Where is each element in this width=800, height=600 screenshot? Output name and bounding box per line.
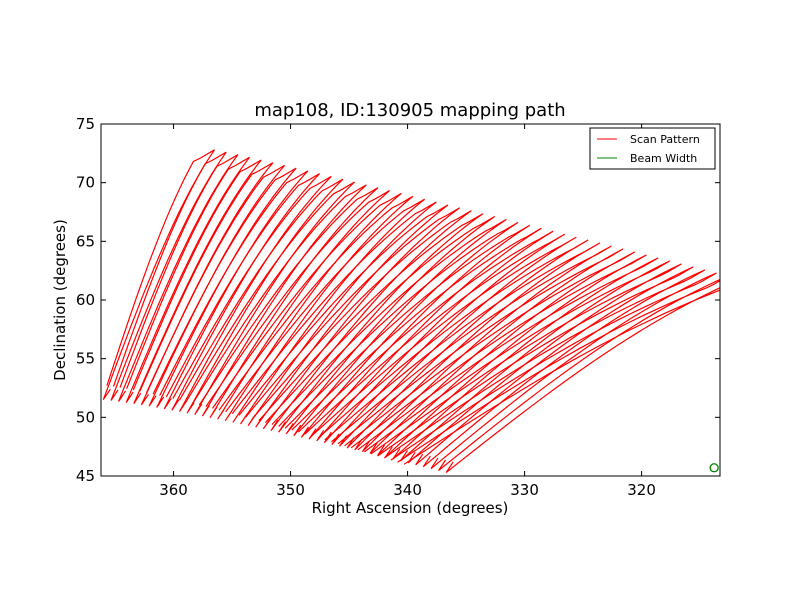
scan-line <box>317 239 589 449</box>
scan-line <box>271 218 507 437</box>
x-tick-label: 330 <box>510 481 539 499</box>
scan-line <box>125 156 250 403</box>
scan-line <box>377 266 694 466</box>
scan-line <box>231 201 437 426</box>
scan-line <box>185 181 356 415</box>
scan-line <box>212 192 402 422</box>
scan-line <box>370 263 682 464</box>
y-tick-label: 60 <box>76 291 95 309</box>
y-tick-label: 75 <box>76 115 95 133</box>
scan-line <box>205 189 391 420</box>
scan-line <box>350 254 647 458</box>
y-tick-label: 65 <box>76 232 95 250</box>
y-tick-label: 45 <box>76 467 95 485</box>
scan-pattern-series <box>102 149 720 473</box>
x-axis-label: Right Ascension (degrees) <box>312 499 509 517</box>
scan-line <box>218 195 414 423</box>
y-tick-label: 50 <box>76 408 95 426</box>
legend: Scan Pattern Beam Width <box>589 127 716 170</box>
scan-line <box>397 278 720 471</box>
scan-line <box>102 149 216 401</box>
scan-line <box>198 187 379 419</box>
scan-line <box>403 287 720 473</box>
scan-line <box>278 221 519 438</box>
y-tick-label: 55 <box>76 350 95 368</box>
legend-box <box>589 127 716 170</box>
x-axis: 360 350 340 330 320 <box>159 124 656 499</box>
legend-label-beam-width: Beam Width <box>630 152 697 165</box>
x-tick-label: 320 <box>627 481 656 499</box>
scan-line <box>383 269 706 468</box>
y-tick-label: 70 <box>76 174 95 192</box>
scan-line <box>152 167 297 408</box>
scan-line <box>165 173 321 411</box>
scan-line <box>284 224 531 440</box>
beam-width-series <box>709 463 719 473</box>
scan-line <box>390 272 717 470</box>
scan-line <box>132 159 262 405</box>
x-tick-label: 350 <box>276 481 305 499</box>
scan-line <box>364 260 671 462</box>
legend-label-scan-pattern: Scan Pattern <box>630 133 700 146</box>
scan-line <box>172 175 332 413</box>
scan-line <box>324 242 601 451</box>
scan-line <box>264 215 496 435</box>
scan-line <box>110 151 227 401</box>
scan-line <box>225 198 426 425</box>
scan-line <box>291 227 542 442</box>
scan-line <box>192 184 367 417</box>
scan-line <box>344 251 636 456</box>
scan-line <box>357 257 659 460</box>
x-tick-label: 340 <box>393 481 422 499</box>
axes-frame <box>100 123 721 477</box>
plot-area <box>102 149 720 473</box>
y-axis: 45 50 55 60 65 70 75 <box>76 115 720 485</box>
scan-line <box>159 170 309 410</box>
scan-line <box>118 154 239 402</box>
x-tick-label: 360 <box>159 481 188 499</box>
y-axis-label: Declination (degrees) <box>51 219 69 381</box>
scan-line <box>178 178 344 414</box>
scan-line <box>297 230 554 444</box>
beam-width-marker <box>709 463 719 473</box>
scan-line <box>337 248 624 454</box>
scan-line <box>331 245 612 453</box>
chart-title: map108, ID:130905 mapping path <box>254 100 565 121</box>
scan-line <box>311 236 577 447</box>
scan-line <box>304 233 566 445</box>
